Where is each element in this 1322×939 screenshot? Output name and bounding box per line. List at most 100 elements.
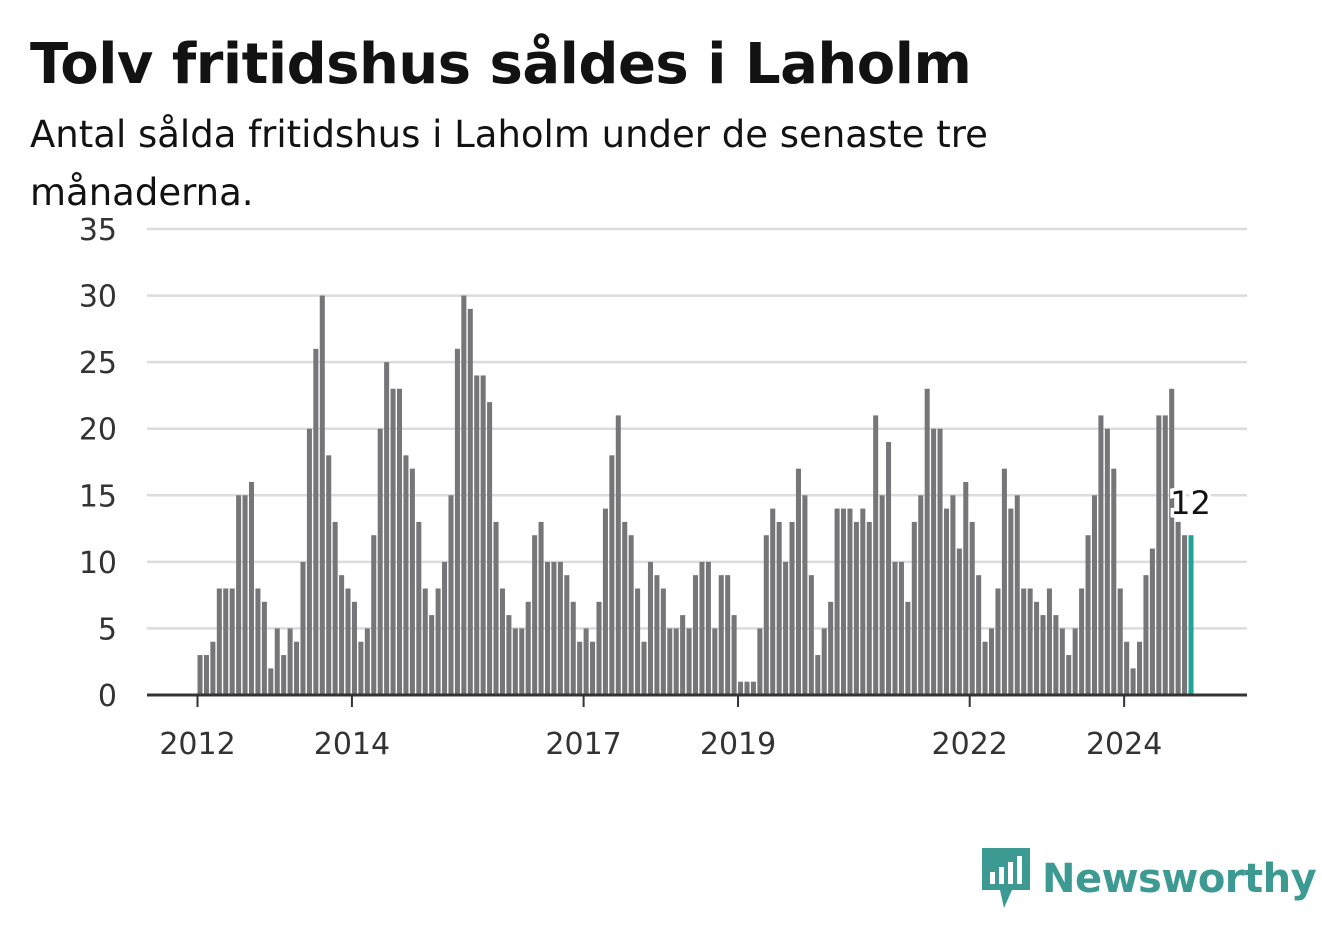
x-tick-label: 2017	[545, 727, 621, 762]
y-tick-label: 15	[79, 479, 117, 514]
bar	[590, 641, 596, 695]
bar	[956, 548, 962, 695]
bar	[1066, 655, 1072, 695]
x-tick-label: 2024	[1086, 727, 1162, 762]
bar	[950, 495, 956, 695]
bar	[1059, 628, 1065, 695]
brand-logo: Newsworthy	[982, 848, 1317, 910]
bar	[1175, 521, 1181, 695]
bar	[1046, 588, 1052, 695]
bar	[976, 575, 982, 695]
bar	[454, 348, 460, 695]
bar	[570, 601, 576, 695]
bar	[236, 495, 242, 695]
bar	[1156, 415, 1162, 695]
bar	[512, 628, 518, 695]
bar	[757, 628, 763, 695]
bar	[937, 428, 943, 695]
bar	[583, 628, 589, 695]
bar	[435, 588, 441, 695]
bar	[834, 508, 840, 695]
bar	[1053, 615, 1059, 695]
x-axis: 2012 2014 2017 2019 2022 2024	[147, 693, 1247, 762]
bar	[783, 561, 789, 695]
bar	[699, 561, 705, 695]
bar	[493, 521, 499, 695]
bar	[1021, 588, 1027, 695]
bar	[499, 588, 505, 695]
bar	[982, 641, 988, 695]
bar	[1091, 495, 1097, 695]
bar	[345, 588, 351, 695]
bar	[1117, 588, 1123, 695]
bar	[326, 455, 332, 695]
bar	[255, 588, 261, 695]
newsworthy-logo-icon	[982, 848, 1030, 908]
bar	[943, 508, 949, 695]
bar	[789, 521, 795, 695]
bar	[429, 615, 435, 695]
bar	[358, 641, 364, 695]
bar	[602, 508, 608, 695]
bar	[815, 655, 821, 695]
bar	[268, 668, 274, 695]
bar	[847, 508, 853, 695]
x-tick-label: 2022	[932, 727, 1008, 762]
bar	[210, 641, 216, 695]
bar	[506, 615, 512, 695]
bar	[448, 495, 454, 695]
bar	[229, 588, 235, 695]
bar	[744, 681, 750, 695]
bar	[306, 428, 312, 695]
bar	[409, 468, 415, 695]
bar	[622, 521, 628, 695]
y-tick-label: 20	[79, 413, 117, 448]
annotations: 12	[1167, 481, 1215, 526]
bar	[525, 601, 531, 695]
bar	[384, 362, 390, 695]
bar	[1130, 668, 1136, 695]
bar	[828, 601, 834, 695]
y-tick-label: 30	[79, 280, 117, 315]
bar	[538, 521, 544, 695]
bar	[879, 495, 885, 695]
bar	[300, 561, 306, 695]
bar	[641, 641, 647, 695]
bar	[248, 481, 255, 695]
bar	[853, 521, 859, 695]
bar	[770, 508, 776, 695]
bar	[203, 655, 209, 695]
bar	[313, 348, 319, 695]
last-value-label: 12	[1170, 484, 1211, 522]
bar	[673, 628, 679, 695]
bar	[995, 588, 1001, 695]
bar	[931, 428, 937, 695]
bar	[654, 575, 660, 695]
y-tick-label: 5	[98, 612, 117, 647]
bar	[667, 628, 673, 695]
bar	[467, 308, 473, 695]
bar	[1104, 428, 1110, 695]
bar	[461, 295, 467, 695]
bar	[319, 295, 325, 695]
bar	[989, 628, 995, 695]
bar	[821, 628, 827, 695]
bar	[873, 415, 879, 695]
bar	[680, 615, 686, 695]
bar	[725, 575, 731, 695]
bar	[911, 521, 917, 695]
bar	[647, 561, 653, 695]
bar	[281, 655, 287, 695]
bar	[377, 428, 383, 695]
bar	[1124, 641, 1130, 695]
bar	[776, 521, 782, 695]
bar	[396, 388, 403, 695]
bar	[866, 521, 872, 695]
bar	[609, 455, 615, 695]
bar	[596, 601, 602, 695]
bar	[905, 601, 911, 695]
bar	[686, 628, 692, 695]
bars	[197, 295, 1194, 695]
bar	[480, 375, 486, 695]
bar	[892, 561, 898, 695]
